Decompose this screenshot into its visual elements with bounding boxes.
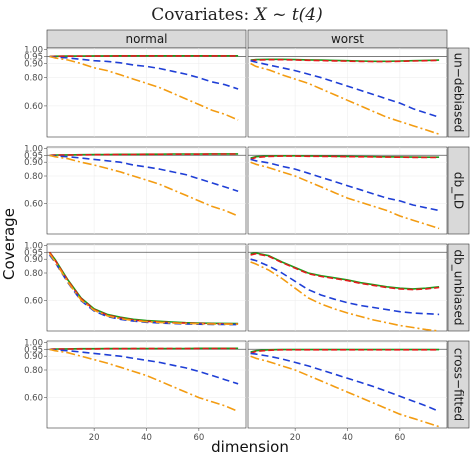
series-line [49,153,239,157]
series-line [49,55,239,90]
y-tick-label: 0.80 [24,172,43,182]
series-line [48,254,239,326]
row-strip [447,243,470,332]
facet-panel: 0.60 0.80 0.900.951.00 [24,45,247,138]
row-strip [447,146,470,235]
y-tick-label: 0.60 [24,394,43,404]
panels: normal worst un−debiased db_LD db_unbiasedcr… [24,29,470,443]
y-tick-label: 0.90 [24,158,43,168]
chart-title: Covariates: X ~ t(4) [151,5,323,25]
facet-panel: 0.60 0.80 0.900.951.00 [24,144,247,235]
facet-panel [247,146,448,235]
series-line [49,55,239,58]
row-strip [447,340,470,429]
series-line [250,261,440,332]
x-tick-label: 20 [89,433,100,443]
facet-panel [247,243,448,332]
y-tick-label: 1.00 [24,241,43,251]
series-line [250,258,440,316]
y-tick-label: 0.95 [24,151,43,161]
y-tick-label: 1.00 [24,144,43,154]
series-line [49,348,239,385]
series-line [250,352,440,413]
y-tick-label: 0.80 [24,74,43,84]
x-tick-label: 20 [290,433,301,443]
y-axis-title: Coverage [0,208,18,280]
series-line [48,253,239,325]
x-tick-label: 60 [193,433,204,443]
y-tick-label: 0.60 [24,200,43,210]
y-tick-label: 0.90 [24,255,43,265]
y-tick-label: 1.00 [24,338,43,348]
y-tick-label: 0.80 [24,366,43,376]
x-tick-label: 40 [141,433,152,443]
y-tick-label: 0.95 [24,248,43,258]
series-line [250,252,440,291]
facet-panel: 20 40 60 [247,340,448,443]
y-tick-label: 0.60 [24,297,43,307]
y-tick-label: 0.60 [24,102,43,112]
series-line [250,58,440,63]
facet-panel: 0.60 0.80 0.900.951.00 20 40 60 [24,338,247,443]
facet-panel [247,47,448,138]
series-line [49,154,239,217]
y-tick-label: 0.90 [24,60,43,70]
row-strip-label: db_LD [452,172,466,209]
y-tick-label: 0.95 [24,345,43,355]
row-strip-label: un−debiased [452,53,466,133]
series-line [250,59,440,118]
x-axis-title: dimension [211,438,289,454]
row-strip-label: cross−fitted [452,348,466,421]
series-line [250,348,440,355]
y-tick-label: 1.00 [24,45,43,55]
series-line [49,55,239,121]
facet-panel: 0.60 0.80 0.900.951.00 [24,241,247,332]
series-line [250,158,440,212]
series-line [250,155,440,161]
series-line [49,347,239,351]
x-tick-label: 60 [394,433,405,443]
row-strip-label: db_unbiased [452,249,466,325]
series-line [49,348,239,413]
y-tick-label: 0.95 [24,52,43,62]
row-strip [447,47,470,138]
column-strip-label: worst [331,32,364,46]
column-strip-label: normal [125,32,167,46]
y-tick-label: 0.80 [24,269,43,279]
series-line [250,161,440,230]
x-tick-label: 40 [342,433,353,443]
y-tick-label: 0.90 [24,352,43,362]
series-line [49,154,239,192]
